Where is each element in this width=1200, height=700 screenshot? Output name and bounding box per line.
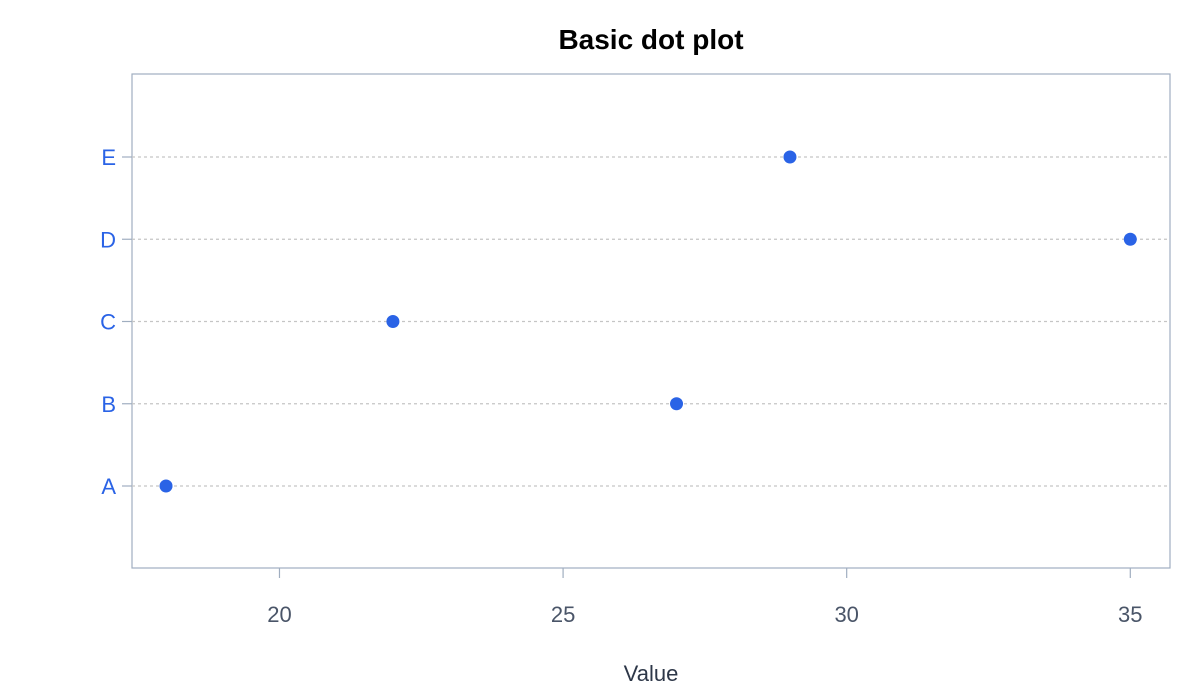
x-tick-label-30: 30	[834, 602, 858, 627]
data-point-e	[783, 150, 797, 164]
y-tick-label-d: D	[100, 227, 116, 252]
data-point-b	[670, 397, 684, 411]
data-point-c	[386, 315, 400, 328]
y-tick-label-c: C	[100, 310, 116, 335]
chart-title: Basic dot plot	[558, 24, 743, 55]
y-tick-label-a: A	[101, 474, 116, 499]
y-axis-tick-labels: A B C D E	[100, 145, 116, 499]
data-point-d	[1123, 232, 1137, 246]
y-tick-label-b: B	[101, 392, 116, 417]
x-tick-label-20: 20	[267, 602, 291, 627]
x-axis-ticks	[122, 156, 1131, 578]
x-tick-label-25: 25	[551, 602, 575, 627]
x-tick-label-35: 35	[1118, 602, 1142, 627]
x-axis-tick-labels: 20 25 30 35	[267, 602, 1142, 627]
data-point-a	[159, 479, 173, 493]
gridlines	[132, 156, 1170, 487]
x-axis-title: Value	[624, 661, 679, 686]
y-tick-label-e: E	[101, 145, 116, 170]
data-points	[159, 150, 1137, 493]
